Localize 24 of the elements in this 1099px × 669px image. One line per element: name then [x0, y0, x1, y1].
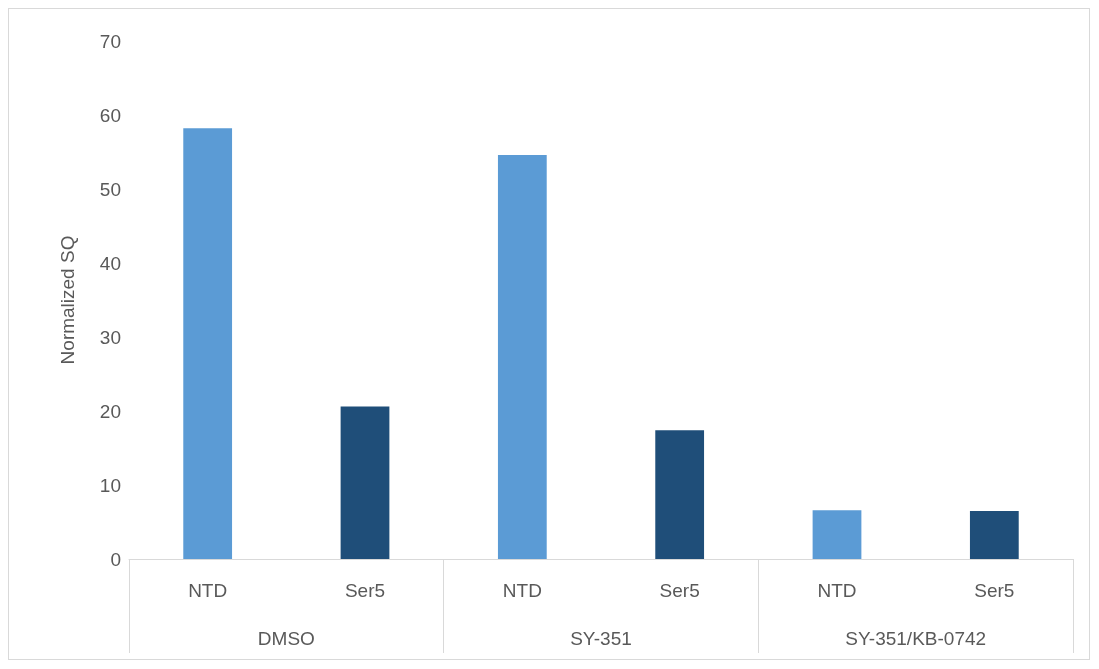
text: DMSO	[257, 628, 315, 649]
y-tick-label: 40	[99, 252, 121, 274]
y-axis-title: Normalized SQ	[57, 235, 78, 365]
y-tick-label: 30	[99, 326, 121, 348]
x-tick-label: NTD	[817, 580, 857, 601]
bar	[655, 430, 705, 559]
x-tick-label: Ser5	[344, 580, 386, 601]
y-tick-label: 0	[110, 548, 121, 570]
x-tick-label: Ser5	[974, 580, 1015, 601]
text: SY-351/KB-0742	[845, 628, 987, 649]
y-tick-label: 70	[99, 30, 121, 52]
bar	[183, 128, 233, 559]
x-tick-label: NTD	[502, 580, 542, 601]
bar	[812, 510, 862, 559]
y-tick-label: 50	[99, 178, 121, 200]
x-tick-label: NTD	[188, 580, 228, 601]
x-tick-label: Ser5	[659, 580, 700, 601]
y-tick-label: 10	[99, 474, 121, 496]
bar	[969, 510, 1019, 559]
y-tick-label: 20	[99, 400, 121, 422]
bar	[497, 154, 547, 559]
y-tick-label: 60	[99, 104, 121, 126]
bar	[340, 406, 390, 559]
text: SY-351	[570, 628, 632, 649]
